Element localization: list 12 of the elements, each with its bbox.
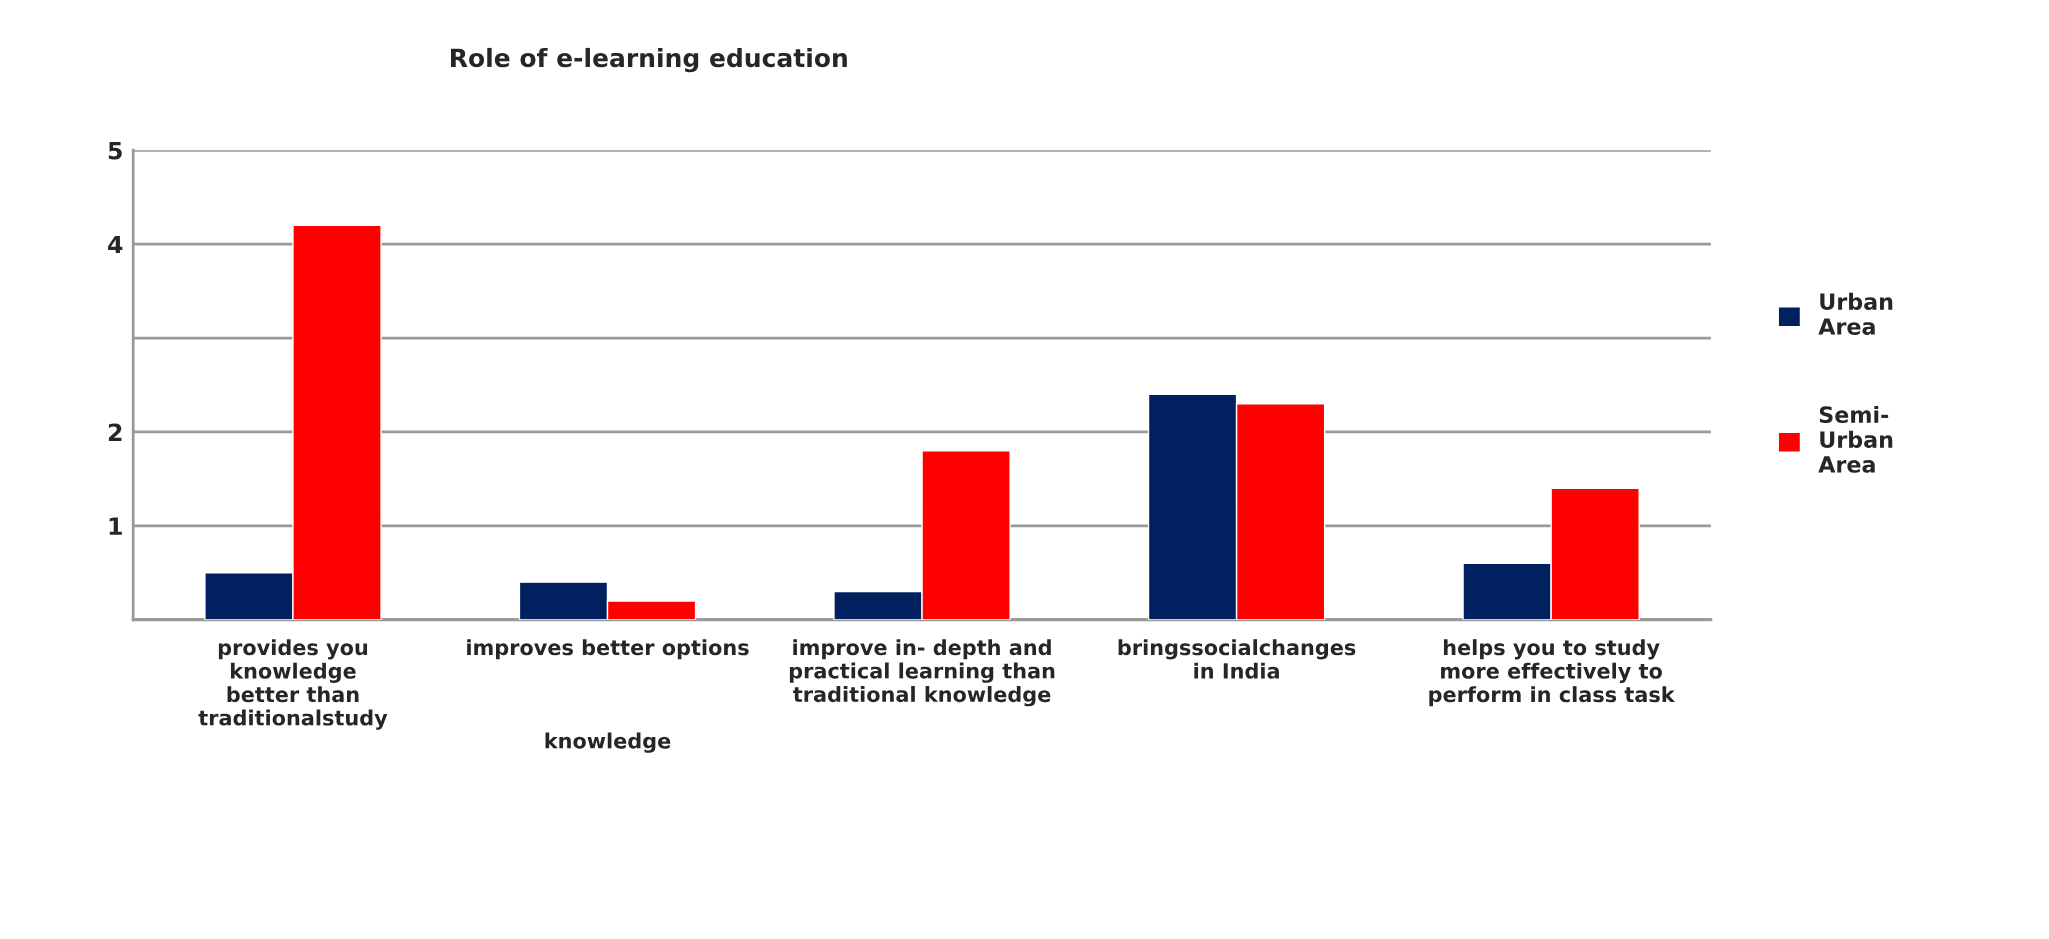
- x-tick-label: bringssocialchanges in India: [1118, 639, 1356, 679]
- legend-label: Semi- Urban Area: [1818, 405, 1893, 473]
- x-tick-label: helps you to study more effectively to perform in class task: [1429, 639, 1676, 707]
- category-label: improves better options knowledge: [467, 639, 749, 753]
- y-tick-label: 1: [109, 517, 122, 535]
- y-tick-label: 4: [108, 235, 123, 254]
- y-tick-label: 5: [108, 142, 122, 160]
- chart-title: Role of e-learning education: [451, 47, 847, 73]
- x-tick-label: improve in- depth and practical learning than traditional knowledge: [789, 639, 1055, 707]
- y-tick-label: 2: [108, 423, 122, 441]
- x-tick-label: provides you knowledge better than traditionalstudy: [198, 639, 388, 730]
- legend-label: Urban Area: [1818, 292, 1893, 335]
